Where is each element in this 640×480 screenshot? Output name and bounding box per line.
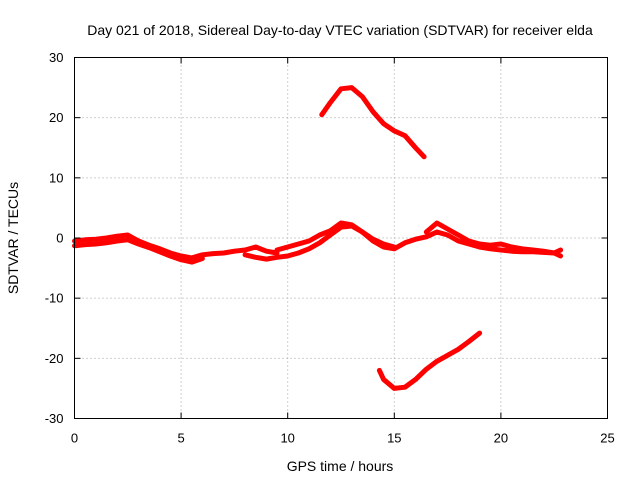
y-tick-label: -20 [45,351,64,366]
x-axis-title: GPS time / hours [287,458,394,474]
axis-ticks: 0 5 10 15 20 25 -30 -20 -10 0 10 20 30 [45,50,615,446]
y-tick-label: -30 [45,411,64,426]
series-line-satellite-arc-d [274,220,397,253]
series-line-satellite-arc-a [72,232,280,261]
x-tick-label: 25 [600,431,614,446]
y-tick-label: 30 [49,50,63,65]
x-tick-label: 15 [387,431,401,446]
series-line-satellite-arc-upper [319,85,427,160]
series-line-satellite-arc-b [72,237,205,265]
series-line-satellite-arc-lower [376,330,483,391]
y-tick-label: 10 [49,170,63,185]
grid [74,57,608,419]
series-line-satellite-arc-f [477,244,564,256]
plot-frame [74,57,608,419]
y-tick-label: 0 [56,231,63,246]
x-tick-label: 5 [177,431,184,446]
x-tick-label: 20 [494,431,508,446]
y-tick-label: -10 [45,291,64,306]
y-tick-label: 20 [49,110,63,125]
chart-title: Day 021 of 2018, Sidereal Day-to-day VTE… [87,22,593,38]
y-axis-title: SDTVAR / TECUs [5,182,21,294]
x-tick-label: 0 [71,431,78,446]
x-tick-label: 10 [280,431,294,446]
plot-series [72,85,564,391]
